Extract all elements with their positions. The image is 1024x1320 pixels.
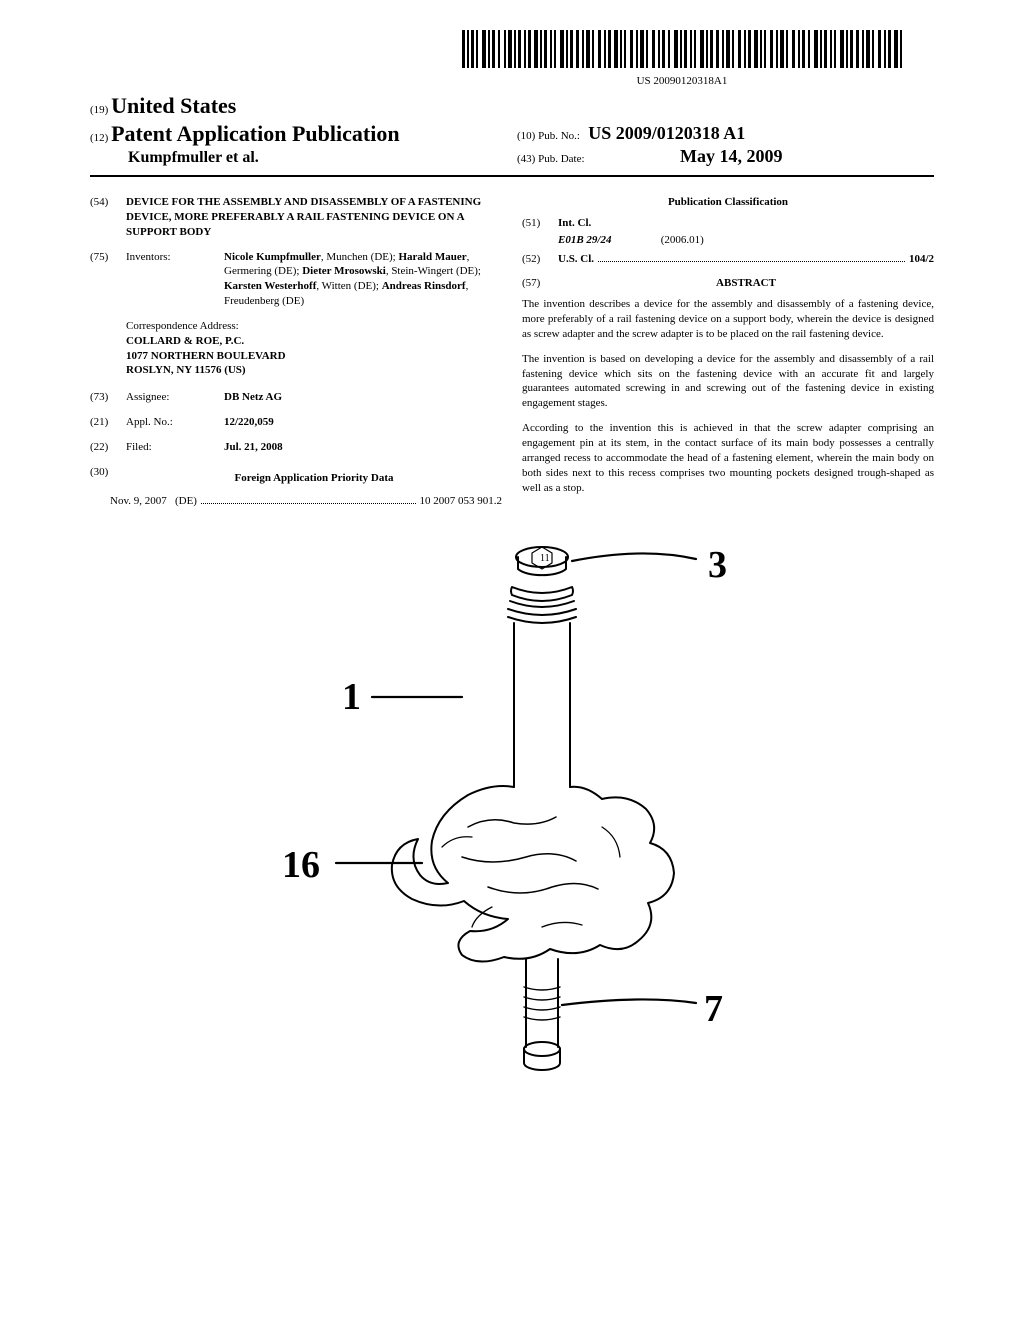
correspondence-address: Correspondence Address: COLLARD & ROE, P… (126, 319, 502, 378)
priority-country: (DE) (175, 494, 197, 509)
pub-no-label: Pub. No.: (538, 130, 580, 142)
pub-date: May 14, 2009 (680, 146, 783, 166)
title-code: (54) (90, 195, 126, 240)
applno-code: (21) (90, 415, 126, 430)
intcl-code: (51) (522, 216, 558, 231)
country-code: (19) (90, 104, 108, 116)
abstract-label: ABSTRACT (558, 276, 934, 291)
publication-type-line: (12) Patent Application Publication (90, 121, 507, 147)
intcl-value-row: E01B 29/24 (2006.01) (558, 233, 934, 248)
ref-16: 16 (282, 844, 320, 886)
pub-no-line: (10) Pub. No.: US 2009/0120318 A1 (517, 123, 934, 144)
assignee-code: (73) (90, 390, 126, 405)
svg-text:11: 11 (540, 553, 550, 564)
corr-label: Correspondence Address: (126, 319, 502, 334)
abstract-p1: The invention describes a device for the… (522, 297, 934, 342)
corr-street: 1077 NORTHERN BOULEVARD (126, 349, 502, 364)
filed-value: Jul. 21, 2008 (224, 440, 502, 455)
ref-3: 3 (708, 544, 727, 586)
classification-heading: Publication Classification (522, 195, 934, 210)
assignee-name: DB Netz AG (224, 390, 502, 405)
priority-heading: Foreign Application Priority Data (126, 471, 502, 486)
assignee-field: (73) Assignee: DB Netz AG (90, 390, 502, 405)
corr-city: ROSLYN, NY 11576 (US) (126, 363, 502, 378)
pub-no-code: (10) (517, 130, 535, 142)
ref-7: 7 (704, 988, 723, 1030)
country-line: (19) United States (90, 93, 507, 119)
intcl-value: E01B 29/24 (558, 233, 658, 248)
dots-icon (201, 503, 416, 504)
barcode-text: US 20090120318A1 (430, 75, 934, 87)
filed-field: (22) Filed: Jul. 21, 2008 (90, 440, 502, 455)
intcl-year: (2006.01) (661, 234, 704, 246)
applno-value: 12/220,059 (224, 415, 502, 430)
barcode-region: US 20090120318A1 (430, 30, 934, 87)
corr-name: COLLARD & ROE, P.C. (126, 334, 502, 349)
ref-1: 1 (342, 676, 361, 718)
pub-type: Patent Application Publication (111, 121, 399, 146)
inventors-field: (75) Inventors: Nicole Kumpfmuller, Munc… (90, 250, 502, 309)
abstract-p3: According to the invention this is achie… (522, 421, 934, 495)
uscl-value: 104/2 (909, 252, 934, 267)
body-columns: (54) DEVICE FOR THE ASSEMBLY AND DISASSE… (90, 195, 934, 509)
uscl-label: U.S. Cl. (558, 252, 594, 267)
country-name: United States (111, 93, 236, 118)
pub-date-label: Pub. Date: (538, 153, 584, 165)
intcl-field: (51) Int. Cl. (522, 216, 934, 231)
priority-code: (30) (90, 465, 126, 492)
authors-short: Kumpfmuller et al. (128, 149, 507, 167)
left-column: (54) DEVICE FOR THE ASSEMBLY AND DISASSE… (90, 195, 502, 509)
barcode-graphic (462, 30, 902, 73)
inventors-label: Inventors: (126, 250, 224, 309)
priority-field: (30) Foreign Application Priority Data (90, 465, 502, 492)
pub-type-code: (12) (90, 132, 108, 144)
pub-date-code: (43) (517, 153, 535, 165)
patent-figure: 11 (242, 527, 782, 1107)
figure-area: 11 (90, 527, 934, 1112)
filed-label: Filed: (126, 440, 224, 455)
abstract-header: (57) ABSTRACT (522, 276, 934, 291)
abstract-code: (57) (522, 276, 558, 291)
pub-no: US 2009/0120318 A1 (588, 123, 745, 143)
assignee-label: Assignee: (126, 390, 224, 405)
pub-date-line: (43) Pub. Date: May 14, 2009 (517, 146, 934, 167)
priority-num: 10 2007 053 901.2 (420, 494, 503, 509)
invention-title: DEVICE FOR THE ASSEMBLY AND DISASSEMBLY … (126, 195, 502, 240)
dots-icon (598, 261, 905, 262)
abstract-p2: The invention is based on developing a d… (522, 352, 934, 411)
inventors-list: Nicole Kumpfmuller, Munchen (DE); Harald… (224, 250, 502, 309)
applno-field: (21) Appl. No.: 12/220,059 (90, 415, 502, 430)
filed-code: (22) (90, 440, 126, 455)
applno-label: Appl. No.: (126, 415, 224, 430)
header: (19) United States (12) Patent Applicati… (90, 93, 934, 177)
uscl-field: (52) U.S. Cl. 104/2 (522, 252, 934, 267)
uscl-code: (52) (522, 252, 558, 267)
priority-date: Nov. 9, 2007 (110, 494, 167, 509)
inventors-code: (75) (90, 250, 126, 309)
priority-data-row: Nov. 9, 2007 (DE) 10 2007 053 901.2 (110, 494, 502, 509)
title-field: (54) DEVICE FOR THE ASSEMBLY AND DISASSE… (90, 195, 502, 240)
right-column: Publication Classification (51) Int. Cl.… (522, 195, 934, 509)
intcl-label: Int. Cl. (558, 216, 934, 231)
